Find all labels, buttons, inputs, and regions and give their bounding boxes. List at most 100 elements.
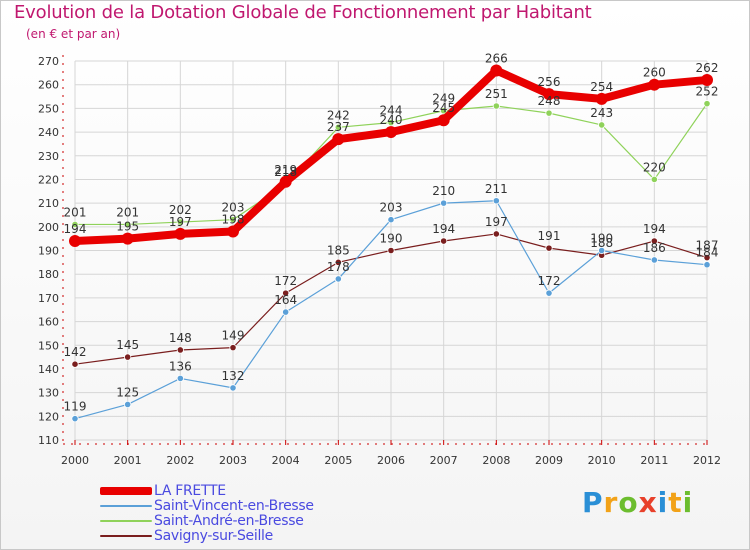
x-tick-label: 2000 <box>61 454 89 467</box>
data-point-savigny-sur-seille <box>703 254 711 262</box>
y-tick-label: 200 <box>38 221 59 234</box>
data-label-savigny-sur-seille: 149 <box>222 329 245 343</box>
x-tick-label: 2006 <box>377 454 405 467</box>
data-label-la-frette: 262 <box>696 61 719 75</box>
y-tick-label: 250 <box>38 102 59 115</box>
y-tick-label: 110 <box>38 434 59 447</box>
legend-label: Savigny-sur-Seille <box>154 528 273 544</box>
data-label-saint-vincent-en-bresse: 136 <box>169 359 192 373</box>
data-label-savigny-sur-seille: 145 <box>116 338 139 352</box>
data-label-savigny-sur-seille: 191 <box>538 229 561 243</box>
y-tick-label: 190 <box>38 245 59 258</box>
data-point-saint-andr-en-bresse <box>334 123 342 131</box>
data-label-savigny-sur-seille: 172 <box>274 274 297 288</box>
x-tick-label: 2002 <box>166 454 194 467</box>
data-point-saint-andr-en-bresse <box>124 220 132 229</box>
data-point-saint-vincent-en-bresse <box>440 199 448 207</box>
data-point-savigny-sur-seille <box>229 344 237 352</box>
data-label-savigny-sur-seille: 142 <box>64 345 87 359</box>
data-label-saint-andr-en-bresse: 249 <box>432 92 455 106</box>
data-label-la-frette: 237 <box>327 120 350 134</box>
data-point-savigny-sur-seille <box>71 360 79 368</box>
data-label-la-frette: 256 <box>538 75 561 89</box>
y-tick-label: 220 <box>38 173 59 186</box>
x-tick-label: 2005 <box>324 454 352 467</box>
data-point-la-frette <box>437 114 450 127</box>
x-tick-label: 2011 <box>640 454 668 467</box>
chart-title: Evolution de la Dotation Globale de Fonc… <box>14 2 592 23</box>
legend-label: Saint-André-en-Bresse <box>154 513 304 529</box>
data-label-saint-andr-en-bresse: 242 <box>327 108 350 122</box>
y-tick-label: 230 <box>38 150 59 163</box>
line-chart: 110 120 130 140 150 160 170 180 190 200 210 220 230 2… <box>38 51 721 467</box>
logo-letter: o <box>618 486 639 519</box>
legend-item-la-frette: LA FRETTE <box>100 483 360 499</box>
data-label-la-frette: 260 <box>643 66 666 80</box>
data-point-la-frette <box>595 92 608 105</box>
data-point-saint-andr-en-bresse <box>440 107 448 115</box>
legend-item-savigny-sur-seille: Savigny-sur-Seille <box>100 528 360 544</box>
data-point-saint-andr-en-bresse <box>176 218 184 226</box>
x-tick-label: 2001 <box>114 454 142 467</box>
data-point-savigny-sur-seille <box>334 258 342 266</box>
y-tick-label: 120 <box>38 410 59 423</box>
data-point-la-frette <box>332 133 345 146</box>
data-label-saint-vincent-en-bresse: 178 <box>327 260 350 274</box>
y-tick-label: 240 <box>38 126 59 139</box>
x-tick-label: 2012 <box>693 454 721 467</box>
data-point-saint-vincent-en-bresse <box>334 275 342 283</box>
data-label-saint-andr-en-bresse: 201 <box>116 205 139 219</box>
data-point-saint-vincent-en-bresse <box>176 374 184 383</box>
data-point-saint-andr-en-bresse <box>703 100 711 108</box>
data-point-saint-andr-en-bresse <box>545 109 553 117</box>
data-point-saint-vincent-en-bresse <box>124 400 132 409</box>
data-label-saint-andr-en-bresse: 220 <box>643 160 666 174</box>
legend-label: LA FRETTE <box>154 483 226 499</box>
data-label-savigny-sur-seille: 194 <box>432 222 455 236</box>
data-point-savigny-sur-seille <box>492 230 500 238</box>
data-label-savigny-sur-seille: 188 <box>590 236 613 250</box>
logo-letter: r <box>603 486 619 519</box>
logo-letter: P <box>582 486 604 519</box>
data-point-savigny-sur-seille <box>124 353 132 361</box>
legend-swatch <box>100 487 152 495</box>
logo-letter: i <box>682 486 694 519</box>
x-tick-label: 2003 <box>219 454 247 467</box>
data-label-la-frette: 266 <box>485 51 508 65</box>
x-tick-label: 2007 <box>430 454 458 467</box>
data-label-saint-vincent-en-bresse: 172 <box>538 274 561 288</box>
data-point-saint-andr-en-bresse <box>387 118 395 127</box>
data-label-la-frette: 240 <box>380 113 403 127</box>
data-label-saint-vincent-en-bresse: 125 <box>116 385 139 399</box>
data-point-la-frette <box>701 73 713 86</box>
data-label-savigny-sur-seille: 197 <box>485 215 508 229</box>
legend-swatch <box>100 520 152 522</box>
y-tick-label: 260 <box>38 79 59 92</box>
x-tick-label: 2008 <box>482 454 510 467</box>
y-tick-label: 180 <box>38 268 59 281</box>
data-point-la-frette <box>385 126 397 139</box>
data-point-saint-vincent-en-bresse <box>387 216 395 224</box>
y-tick-label: 160 <box>38 316 59 329</box>
data-point-saint-andr-en-bresse <box>71 220 79 229</box>
data-point-saint-vincent-en-bresse <box>492 197 500 205</box>
data-point-savigny-sur-seille <box>440 237 448 245</box>
data-label-saint-andr-en-bresse: 202 <box>169 203 192 217</box>
legend-label: Saint-Vincent-en-Bresse <box>154 498 314 514</box>
data-label-savigny-sur-seille: 185 <box>327 243 350 257</box>
data-label-saint-vincent-en-bresse: 203 <box>380 201 403 215</box>
y-tick-label: 150 <box>38 339 59 352</box>
data-label-saint-andr-en-bresse: 248 <box>538 94 561 108</box>
data-label-saint-vincent-en-bresse: 132 <box>222 369 245 383</box>
data-label-saint-andr-en-bresse: 244 <box>380 104 403 118</box>
data-label-saint-vincent-en-bresse: 184 <box>696 246 719 260</box>
data-point-savigny-sur-seille <box>650 237 658 245</box>
logo-letter: i <box>657 486 669 519</box>
data-point-saint-vincent-en-bresse <box>545 289 553 297</box>
data-point-la-frette <box>227 225 239 238</box>
data-label-saint-andr-en-bresse: 251 <box>485 87 508 101</box>
data-point-la-frette <box>543 88 555 101</box>
y-tick-label: 170 <box>38 292 59 305</box>
data-point-savigny-sur-seille <box>282 289 290 297</box>
y-tick-label: 140 <box>38 363 59 376</box>
